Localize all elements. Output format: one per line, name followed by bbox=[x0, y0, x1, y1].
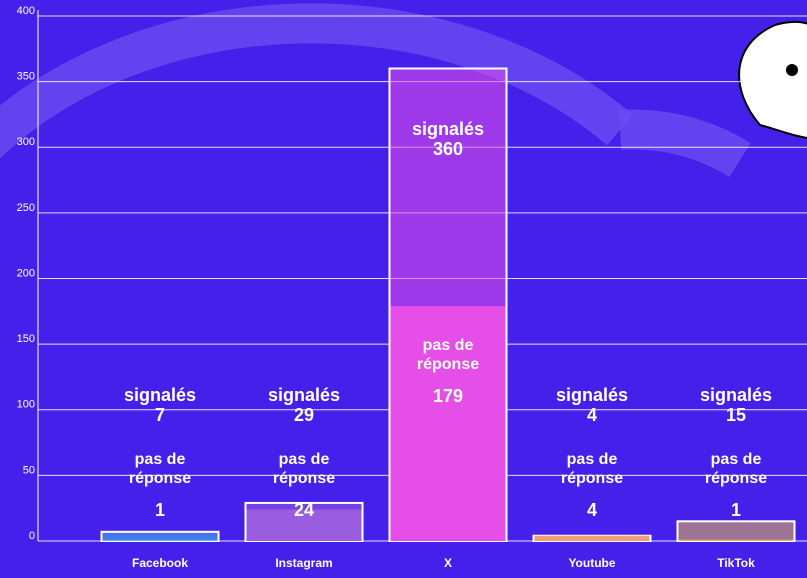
y-tick-label: 300 bbox=[17, 136, 35, 148]
data-label: 4 bbox=[586, 500, 597, 520]
y-tick-label: 50 bbox=[23, 464, 35, 476]
series-label: pas de réponse bbox=[128, 451, 192, 487]
y-tick-label: 100 bbox=[17, 399, 35, 411]
x-tick-label: Youtube bbox=[568, 556, 615, 570]
y-tick-label: 400 bbox=[17, 5, 35, 17]
series-label: pas de réponse bbox=[272, 451, 336, 487]
x-tick-label: Facebook bbox=[132, 556, 188, 570]
bar-no-response bbox=[390, 306, 506, 541]
y-tick-label: 0 bbox=[29, 530, 35, 542]
x-tick-label: Instagram bbox=[275, 556, 332, 570]
data-label: 15 bbox=[725, 405, 747, 425]
decor-bubble bbox=[738, 20, 807, 139]
decor-arc bbox=[618, 109, 751, 178]
decor-eye bbox=[786, 64, 798, 76]
data-label: 4 bbox=[586, 405, 597, 425]
data-label: 24 bbox=[293, 500, 315, 520]
data-label: 179 bbox=[432, 386, 464, 407]
y-tick-label: 200 bbox=[17, 267, 35, 279]
bar-no-response bbox=[102, 539, 218, 541]
series-label: signalés bbox=[411, 118, 485, 139]
x-tick-label: X bbox=[444, 556, 452, 570]
x-tick-label: TikTok bbox=[717, 556, 755, 570]
series-label: pas de réponse bbox=[416, 337, 480, 374]
data-label: 7 bbox=[154, 405, 165, 425]
series-label: signalés bbox=[123, 385, 197, 405]
bar-no-response bbox=[246, 509, 362, 541]
decor-arc bbox=[0, 3, 633, 159]
y-tick-label: 350 bbox=[17, 71, 35, 83]
series-label: signalés bbox=[699, 385, 773, 405]
bar-no-response bbox=[534, 535, 650, 541]
bar-total bbox=[100, 530, 220, 542]
series-label: signalés bbox=[555, 385, 629, 405]
data-label: 1 bbox=[730, 500, 741, 520]
data-label: 29 bbox=[293, 405, 315, 425]
y-tick-label: 150 bbox=[17, 333, 35, 345]
bar-total bbox=[676, 520, 796, 542]
data-label: 1 bbox=[154, 500, 165, 520]
data-label: 360 bbox=[432, 138, 464, 159]
y-tick-label: 250 bbox=[17, 202, 35, 214]
bar-no-response bbox=[678, 539, 794, 541]
series-label: pas de réponse bbox=[560, 451, 624, 487]
series-label: signalés bbox=[267, 385, 341, 405]
series-label: pas de réponse bbox=[704, 451, 768, 487]
